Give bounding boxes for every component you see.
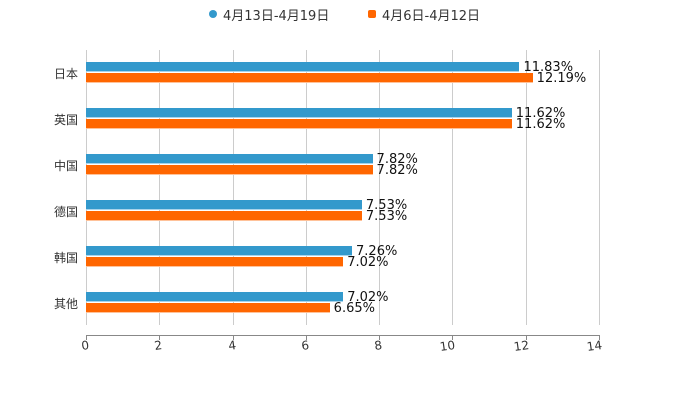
gridline (452, 50, 453, 325)
legend-item-series-1[interactable]: 4月6日-4月12日 (368, 4, 480, 24)
value-label: 7.53% (365, 209, 408, 224)
x-axis-tick (306, 335, 307, 340)
x-tick-label: 0 (80, 338, 90, 353)
legend-circle-icon (209, 10, 217, 18)
bar-1[interactable] (86, 257, 344, 267)
bar-1[interactable] (86, 303, 330, 313)
value-label: 7.82% (376, 152, 418, 167)
x-tick-label: 4 (227, 338, 237, 353)
gridline (233, 50, 234, 325)
x-axis-tick (379, 335, 380, 340)
value-label: 12.19% (536, 71, 587, 86)
x-tick-label: 12 (512, 338, 530, 354)
legend-item-series-0[interactable]: 4月13日-4月19日 (209, 4, 329, 24)
category-label: 日本 (53, 67, 78, 81)
bar-1[interactable] (86, 119, 512, 129)
value-label: 11.62% (515, 117, 566, 132)
bar-0[interactable] (86, 154, 373, 164)
category-label: 其他 (53, 297, 78, 311)
x-axis-line (86, 335, 600, 336)
x-tick-label: 10 (438, 338, 456, 354)
legend-label: 4月6日-4月12日 (382, 8, 481, 24)
category-label: 韩国 (53, 251, 78, 265)
category-label: 中国 (53, 159, 78, 173)
x-axis-tick (599, 335, 600, 340)
bar-0[interactable] (86, 292, 344, 302)
chart-legend: 4月13日-4月19日 4月6日-4月12日 (0, 4, 700, 24)
bar-0[interactable] (86, 108, 512, 118)
bar-1[interactable] (86, 165, 373, 175)
x-tick-label: 6 (300, 338, 310, 353)
gridline (306, 50, 307, 325)
category-label: 英国 (53, 113, 78, 127)
value-label: 7.02% (347, 255, 389, 270)
x-tick-label: 8 (373, 338, 383, 353)
legend-square-icon (368, 10, 376, 18)
x-tick-label: 14 (585, 338, 603, 354)
value-label: 11.62% (515, 106, 566, 121)
value-label: 7.26% (356, 244, 398, 259)
x-axis-tick (233, 335, 234, 340)
gridline (526, 50, 527, 325)
gridline (86, 50, 87, 325)
value-label: 7.02% (347, 290, 389, 305)
bar-0[interactable] (86, 246, 353, 256)
bar-0[interactable] (86, 200, 362, 210)
gridline (159, 50, 160, 325)
x-axis-tick (526, 335, 527, 340)
bar-0[interactable] (86, 62, 520, 72)
category-label: 德国 (53, 205, 78, 219)
value-label: 6.65% (333, 301, 375, 316)
x-axis-tick (86, 335, 87, 340)
value-label: 11.83% (523, 60, 574, 75)
bar-1[interactable] (86, 73, 533, 83)
gridline (599, 50, 600, 325)
gridline (379, 50, 380, 325)
value-label: 7.53% (365, 198, 408, 213)
x-axis-tick (159, 335, 160, 340)
x-axis-tick (452, 335, 453, 340)
value-label: 7.82% (376, 163, 418, 178)
bar-1[interactable] (86, 211, 362, 221)
legend-label: 4月13日-4月19日 (223, 8, 330, 24)
x-tick-label: 2 (153, 338, 163, 353)
